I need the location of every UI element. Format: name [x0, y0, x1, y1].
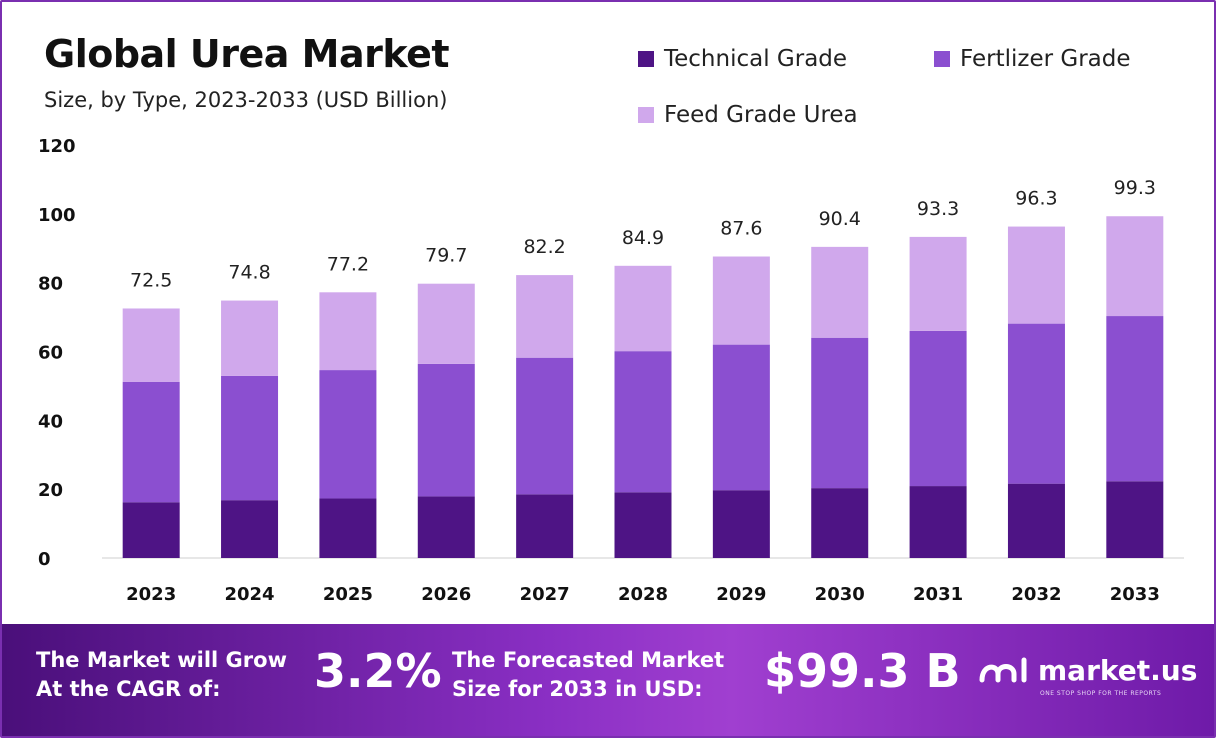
- bar-2024-feed-grade-urea: [221, 300, 279, 376]
- y-tick-label-20: 20: [38, 480, 63, 501]
- x-tick-label-2030: 2030: [815, 584, 865, 605]
- legend-label-fertlizer-grade: Fertlizer Grade: [960, 46, 1131, 72]
- cagr-label-line2: At the CAGR of:: [36, 677, 221, 701]
- legend-item-technical-grade: Technical Grade: [638, 46, 847, 72]
- bar-2026-feed-grade-urea: [417, 283, 475, 364]
- forecast-label-line1: The Forecasted Market: [452, 648, 725, 672]
- bar-2025-technical-grade: [319, 498, 377, 558]
- bar-2023-technical-grade: [122, 502, 180, 558]
- x-tick-label-2028: 2028: [618, 584, 668, 605]
- bar-2031-feed-grade-urea: [909, 236, 967, 331]
- data-label-2030: 90.4: [819, 208, 861, 230]
- legend-swatch-fertlizer-grade: [934, 51, 950, 67]
- x-tick-label-2025: 2025: [323, 584, 373, 605]
- data-label-2025: 77.2: [327, 253, 369, 275]
- data-label-2029: 87.6: [720, 218, 762, 240]
- y-tick-label-40: 40: [38, 411, 63, 432]
- cagr-label: The Market will Grow At the CAGR of:: [36, 646, 287, 704]
- x-tick-label-2027: 2027: [520, 584, 570, 605]
- bar-2031-technical-grade: [909, 486, 967, 558]
- legend-label-feed-grade-urea: Feed Grade Urea: [664, 102, 858, 128]
- x-tick-label-2026: 2026: [421, 584, 471, 605]
- bar-2030-fertlizer-grade: [811, 337, 869, 489]
- legend-label-technical-grade: Technical Grade: [664, 46, 848, 72]
- bar-2024-technical-grade: [221, 500, 279, 558]
- bar-2029-technical-grade: [712, 490, 770, 558]
- bar-2029-fertlizer-grade: [712, 344, 770, 491]
- data-label-2027: 82.2: [523, 236, 565, 258]
- bar-2032-technical-grade: [1007, 483, 1065, 558]
- data-label-2028: 84.9: [622, 227, 664, 249]
- logo-tagline: ONE STOP SHOP FOR THE REPORTS: [1040, 690, 1162, 697]
- bar-2028-technical-grade: [614, 492, 672, 558]
- legend-item-fertlizer-grade: Fertlizer Grade: [934, 46, 1131, 72]
- market-us-logo: market.us ONE STOP SHOP FOR THE REPORTS: [978, 650, 1198, 697]
- forecast-label: The Forecasted Market Size for 2033 in U…: [452, 646, 724, 704]
- bar-2027-fertlizer-grade: [516, 357, 574, 495]
- data-label-2031: 93.3: [917, 198, 959, 220]
- bar-2032-feed-grade-urea: [1007, 226, 1065, 324]
- data-label-2024: 74.8: [228, 262, 270, 284]
- data-label-2026: 79.7: [425, 245, 467, 267]
- bar-2033-fertlizer-grade: [1106, 316, 1164, 482]
- bar-2026-technical-grade: [417, 496, 475, 558]
- data-label-2032: 96.3: [1015, 188, 1057, 210]
- bar-2025-feed-grade-urea: [319, 292, 377, 371]
- chart-title: Global Urea Market: [44, 32, 450, 76]
- x-tick-label-2032: 2032: [1011, 584, 1061, 605]
- bar-2023-feed-grade-urea: [122, 308, 180, 382]
- bar-2033-feed-grade-urea: [1106, 216, 1164, 317]
- y-tick-label-60: 60: [38, 343, 63, 364]
- legend-swatch-feed-grade-urea: [638, 107, 654, 123]
- bar-2030-feed-grade-urea: [811, 246, 869, 338]
- legend-item-feed-grade-urea: Feed Grade Urea: [638, 102, 858, 128]
- forecast-value: $99.3 B: [764, 644, 961, 698]
- x-tick-label-2023: 2023: [126, 584, 176, 605]
- bar-chart: 0 20 40 60 80 100 120 72.5 2023 74.8 2024 77.2 2025 7…: [38, 136, 1184, 605]
- logo-text: market.us: [1038, 653, 1198, 687]
- cagr-label-line1: The Market will Grow: [36, 648, 287, 672]
- data-label-2033: 99.3: [1114, 177, 1156, 199]
- y-tick-label-80: 80: [38, 274, 63, 295]
- bar-2025-fertlizer-grade: [319, 370, 377, 499]
- y-tick-label-100: 100: [38, 205, 76, 226]
- y-tick-label-0: 0: [38, 549, 51, 570]
- legend-swatch-technical-grade: [638, 51, 654, 67]
- bar-2031-fertlizer-grade: [909, 330, 967, 487]
- forecast-label-line2: Size for 2033 in USD:: [452, 677, 703, 701]
- bar-2026-fertlizer-grade: [417, 363, 475, 497]
- data-label-2023: 72.5: [130, 269, 172, 291]
- footer-banner: The Market will Grow At the CAGR of: 3.2…: [2, 624, 1214, 736]
- x-tick-label-2029: 2029: [716, 584, 766, 605]
- bar-2032-fertlizer-grade: [1007, 323, 1065, 484]
- cagr-value: 3.2%: [314, 644, 442, 698]
- x-tick-label-2031: 2031: [913, 584, 963, 605]
- bar-2029-feed-grade-urea: [712, 256, 770, 345]
- bar-2027-technical-grade: [516, 494, 574, 558]
- bar-2024-fertlizer-grade: [221, 375, 279, 501]
- bar-2030-technical-grade: [811, 488, 869, 558]
- bar-2033-technical-grade: [1106, 481, 1164, 558]
- y-tick-label-120: 120: [38, 136, 76, 157]
- bar-2028-fertlizer-grade: [614, 351, 672, 493]
- chart-subtitle: Size, by Type, 2023-2033 (USD Billion): [44, 88, 448, 112]
- market-us-logo-icon: [979, 657, 1027, 683]
- x-tick-label-2033: 2033: [1110, 584, 1160, 605]
- bar-2023-fertlizer-grade: [122, 381, 180, 503]
- bar-2028-feed-grade-urea: [614, 265, 672, 352]
- bar-2027-feed-grade-urea: [516, 275, 574, 358]
- x-tick-label-2024: 2024: [224, 584, 274, 605]
